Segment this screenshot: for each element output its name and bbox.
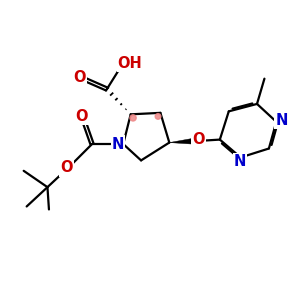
Circle shape <box>155 114 161 119</box>
Text: O: O <box>73 70 86 85</box>
Text: N: N <box>275 113 288 128</box>
Text: O: O <box>192 132 205 147</box>
Text: N: N <box>234 154 246 169</box>
Text: N: N <box>112 136 124 152</box>
Text: O: O <box>75 109 88 124</box>
Text: O: O <box>61 160 73 175</box>
Circle shape <box>130 115 136 121</box>
Polygon shape <box>169 138 196 144</box>
Text: OH: OH <box>118 56 142 71</box>
